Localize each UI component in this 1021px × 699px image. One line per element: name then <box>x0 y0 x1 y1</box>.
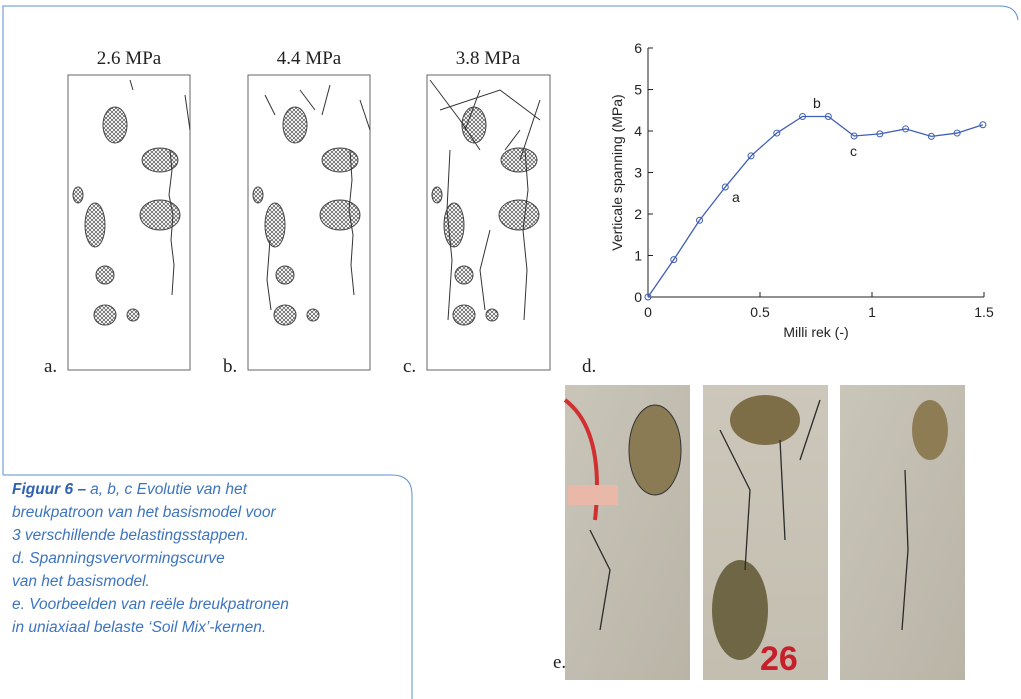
x-tick-label: 0 <box>644 304 652 320</box>
aggregate <box>453 305 475 325</box>
photo-detail: 26 <box>760 640 798 678</box>
caption-line: breukpatroon van het basismodel voor <box>12 504 276 521</box>
panel-label: e. <box>553 652 566 673</box>
panel-label: b. <box>223 356 237 377</box>
annotation: c <box>850 143 857 159</box>
caption-line: 3 verschillende belastingsstappen. <box>12 527 249 544</box>
x-tick-label: 1.5 <box>974 304 994 320</box>
aggregate <box>73 187 83 203</box>
photo-detail <box>629 405 681 495</box>
aggregate <box>127 309 139 321</box>
panel-label: d. <box>582 356 596 377</box>
caption-title: Figuur 6 – <box>12 481 86 498</box>
caption-line: a, b, c Evolutie van het <box>90 481 247 498</box>
y-tick-label: 0 <box>634 289 642 305</box>
panel-label: c. <box>403 356 416 377</box>
page: 2.6 MPa 4.4 MPa 3.8 MPa a. b. c. d. 26 e… <box>0 0 1021 699</box>
aggregates <box>73 107 539 325</box>
aggregate <box>501 148 537 172</box>
aggregate <box>142 148 178 172</box>
aggregate <box>307 309 319 321</box>
y-tick-label: 2 <box>634 206 642 222</box>
y-tick-label: 1 <box>634 248 642 264</box>
aggregate <box>85 203 105 247</box>
y-axis-label: Verticale spanning (MPa) <box>609 94 625 250</box>
aggregate <box>432 187 442 203</box>
x-axis-label: Milli rek (-) <box>783 324 848 340</box>
aggregate <box>253 187 263 203</box>
panel-label: a. <box>44 356 57 377</box>
photos: 26 <box>565 385 965 680</box>
aggregate <box>283 107 307 143</box>
aggregate <box>462 107 486 143</box>
caption-line: van het basismodel. <box>12 573 150 590</box>
panel-title: 4.4 MPa <box>277 48 342 69</box>
annotation: a <box>732 189 740 205</box>
panel-title: 3.8 MPa <box>456 48 521 69</box>
aggregate <box>455 266 473 284</box>
x-tick-label: 1 <box>868 304 876 320</box>
y-tick-label: 5 <box>634 82 642 98</box>
y-tick-label: 4 <box>634 123 642 139</box>
caption-line: e. Voorbeelden van reële breukpatronen <box>12 596 289 613</box>
aggregate <box>486 309 498 321</box>
aggregate <box>140 200 180 230</box>
aggregate <box>276 266 294 284</box>
caption: Figuur 6 –a, b, c Evolutie van het breukp… <box>12 478 412 639</box>
aggregate <box>265 203 285 247</box>
fracture-panels <box>68 75 550 370</box>
caption-line: in uniaxiaal belaste ‘Soil Mix’-kernen. <box>12 619 266 636</box>
photo-detail <box>568 485 618 505</box>
annotation: b <box>813 95 821 111</box>
aggregate <box>322 148 358 172</box>
x-tick-label: 0.5 <box>750 304 770 320</box>
panel-title: 2.6 MPa <box>97 48 162 69</box>
photo-detail <box>730 395 800 445</box>
chart: 0 1 2 3 4 5 6 0 0.5 1 1.5 Milli rek (-) Verticale sp… <box>609 40 994 340</box>
y-tick-label: 6 <box>634 40 642 56</box>
aggregate <box>320 200 360 230</box>
aggregate <box>96 266 114 284</box>
caption-line: d. Spanningsvervormingscurve <box>12 550 225 567</box>
photo-detail <box>912 400 948 460</box>
aggregate <box>94 305 116 325</box>
aggregate <box>499 200 539 230</box>
aggregate <box>103 107 127 143</box>
crack <box>130 80 190 295</box>
y-tick-label: 3 <box>634 165 642 181</box>
data-line <box>648 116 983 297</box>
aggregate <box>274 305 296 325</box>
